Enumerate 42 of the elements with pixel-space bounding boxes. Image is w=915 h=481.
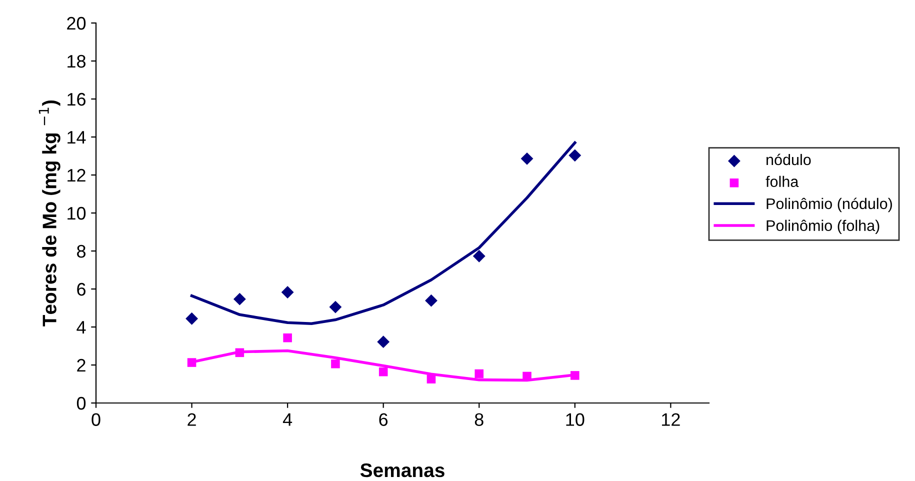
point: [186, 312, 198, 325]
y-tick-label: 6: [77, 282, 86, 296]
y-tick-label: 14: [68, 131, 86, 144]
x-tick-label: 0: [92, 413, 100, 426]
legend-label: nódulo: [766, 154, 811, 166]
legend-label: Polinômio (nódulo): [766, 198, 892, 212]
point: [235, 348, 244, 358]
point: [331, 359, 340, 368]
x-tick-label: 6: [379, 413, 388, 426]
y-tick-label: 16: [68, 92, 86, 106]
legend-label: Polinômio (folha): [766, 220, 880, 234]
point: [570, 371, 580, 380]
x-tick-label: 8: [474, 413, 484, 426]
point: [426, 374, 436, 384]
point: [474, 369, 484, 378]
point: [233, 292, 246, 306]
x-axis-title: Semanas: [360, 463, 444, 478]
point: [283, 333, 292, 342]
x-tick-label: 2: [188, 413, 196, 426]
x-tick-label: 12: [662, 413, 680, 426]
point: [377, 336, 390, 348]
x-tick-label: 4: [282, 413, 292, 426]
y-axis-title: Teores de Mo (mg kg $^{−1}$): [38, 100, 60, 326]
x-tick-label: 10: [566, 413, 584, 426]
y-tick-label: 20: [67, 16, 86, 30]
y-tick-label: 12: [68, 168, 86, 182]
y-tick-label: 0: [76, 396, 86, 410]
y-tick-label: 8: [77, 244, 86, 258]
point: [520, 152, 534, 165]
point: [472, 250, 486, 262]
y-tick-label: 18: [68, 54, 86, 68]
point: [329, 300, 342, 314]
y-tick-label: 10: [68, 206, 86, 220]
point: [425, 294, 438, 307]
line-series: [190, 141, 576, 325]
point: [187, 358, 196, 367]
point: [378, 367, 388, 376]
legend-label: folha: [766, 176, 799, 188]
y-tick-label: 4: [76, 321, 86, 334]
point: [281, 286, 294, 298]
point: [568, 149, 582, 162]
y-tick-label: 2: [77, 358, 86, 372]
